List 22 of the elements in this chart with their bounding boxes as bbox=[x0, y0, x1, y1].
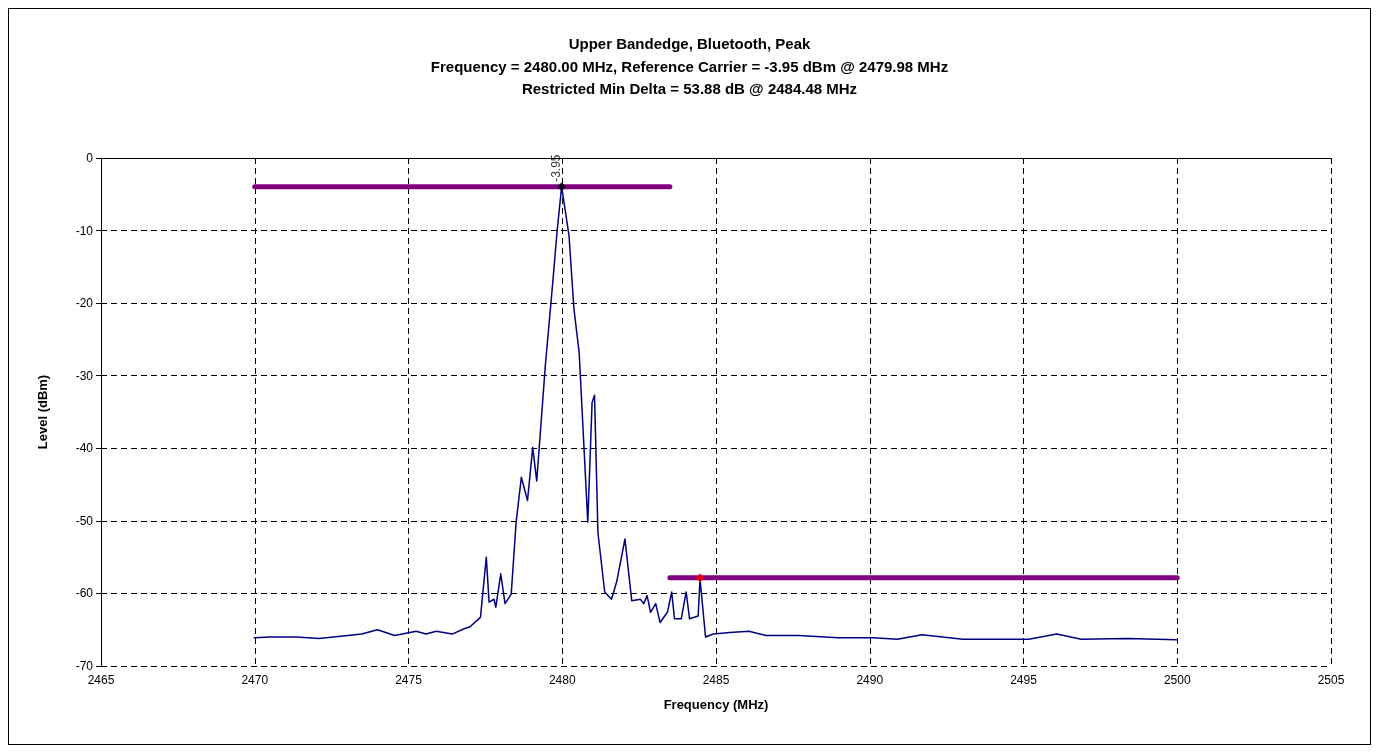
y-tick-label: -40 bbox=[75, 441, 94, 456]
x-tick-label: 2475 bbox=[395, 673, 423, 687]
x-tick-label: 2485 bbox=[702, 673, 730, 687]
y-tick-label: -60 bbox=[75, 586, 94, 601]
x-tick-label: 2500 bbox=[1163, 673, 1191, 687]
y-tick-label: -10 bbox=[75, 223, 94, 238]
y-tick-label: -70 bbox=[75, 659, 94, 673]
y-tick-label: -20 bbox=[75, 296, 94, 311]
x-axis-title: Frequency (MHz) bbox=[663, 697, 769, 712]
x-tick-label: 2495 bbox=[1010, 673, 1038, 687]
x-tick-label: 2505 bbox=[1317, 673, 1345, 687]
x-tick-label: 2465 bbox=[87, 673, 115, 687]
y-tick-label: -30 bbox=[75, 368, 94, 383]
data-label: -3.95 bbox=[548, 154, 563, 182]
chart-subtitle: Frequency = 2480.00 MHz, Reference Carrier = -3.95 dBm @ 2479.98 MHz Restricted Min Delta = 53.88 dB @ 2484.48 MHz bbox=[430, 57, 949, 97]
x-tick-label: 2490 bbox=[856, 673, 884, 687]
x-tick-label: 2480 bbox=[548, 673, 576, 687]
y-axis-title: Level (dBm) bbox=[35, 374, 50, 450]
y-tick-label: 0 bbox=[86, 151, 94, 165]
y-tick-label: -50 bbox=[75, 513, 94, 528]
x-tick-label: 2470 bbox=[241, 673, 269, 687]
chart-title: Upper Bandedge, Bluetooth, Peak bbox=[568, 35, 812, 52]
